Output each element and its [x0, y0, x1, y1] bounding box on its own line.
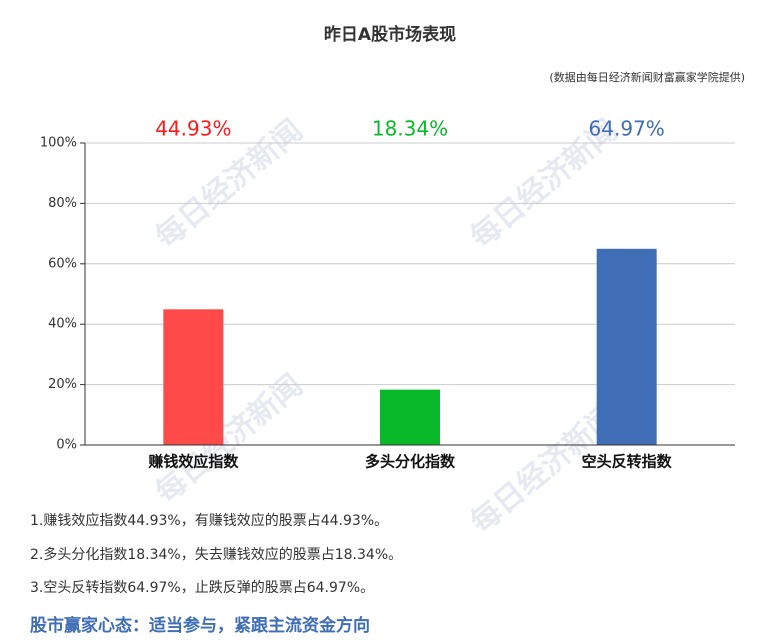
y-tick-label: 80%: [48, 196, 77, 211]
note: 2.多头分化指数18.34%，失去赚钱效应的股票占18.34%。: [30, 546, 402, 563]
y-tick-label: 60%: [48, 256, 77, 271]
y-tick-label: 100%: [40, 136, 77, 151]
x-tick-label: 赚钱效应指数: [147, 453, 239, 471]
chart-title: 昨日A股市场表现: [324, 24, 456, 45]
note: 1.赚钱效应指数44.93%，有赚钱效应的股票占44.93%。: [30, 512, 388, 529]
footer: 股市赢家心态：适当参与，紧跟主流资金方向: [30, 615, 370, 636]
x-tick-label: 多头分化指数: [365, 453, 456, 471]
chart-subtitle: (数据由每日经济新闻财富赢家学院提供): [549, 70, 745, 84]
note: 3.空头反转指数64.97%，止跌反弹的股票占64.97%。: [30, 580, 374, 596]
value-label: 64.97%: [589, 117, 665, 141]
value-label: 18.34%: [372, 117, 448, 141]
y-tick-label: 20%: [48, 377, 77, 392]
bar: [596, 248, 657, 445]
y-tick-label: 0%: [56, 438, 77, 453]
y-tick-label: 40%: [48, 317, 77, 332]
bar: [380, 389, 440, 445]
x-tick-label: 空头反转指数: [582, 453, 673, 471]
value-label: 44.93%: [155, 117, 231, 141]
bar: [163, 309, 224, 445]
